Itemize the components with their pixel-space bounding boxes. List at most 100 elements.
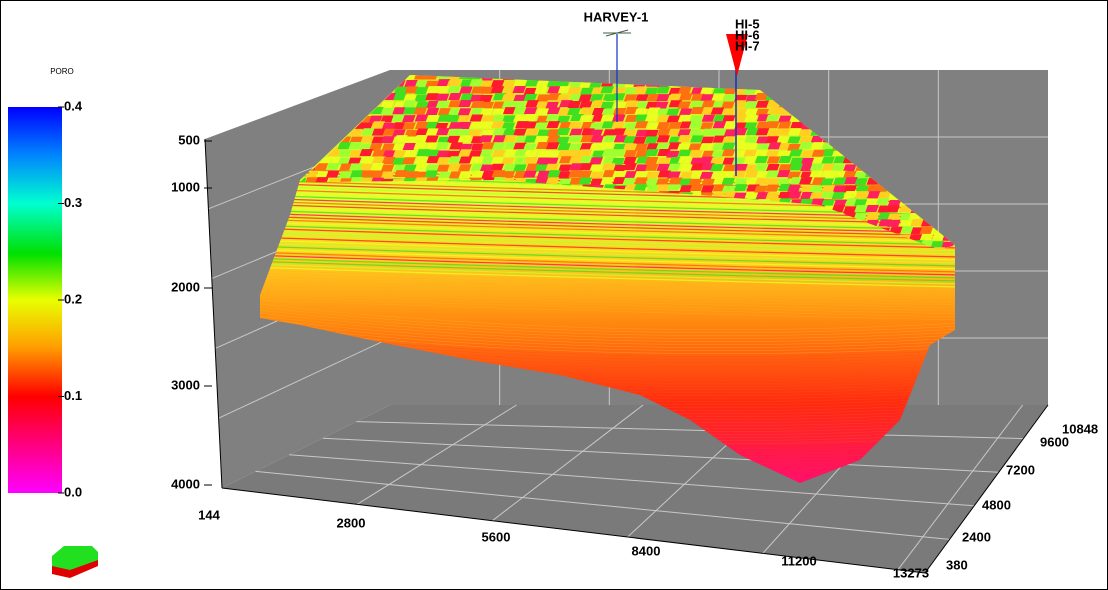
cell (481, 115, 496, 123)
cell (371, 149, 386, 157)
cell (404, 79, 418, 87)
cell (326, 163, 340, 171)
cell (756, 143, 770, 151)
cell (326, 156, 341, 164)
cell (491, 149, 506, 157)
cell (567, 107, 581, 115)
well-label: HI-5 (735, 16, 760, 31)
cell (569, 143, 583, 151)
cell (668, 163, 682, 171)
cell (745, 128, 760, 136)
cell (776, 178, 791, 186)
cell (721, 142, 736, 150)
cell (492, 128, 507, 136)
cell (722, 164, 737, 172)
cell (634, 121, 649, 129)
cell (688, 121, 703, 129)
cell (589, 129, 604, 137)
cell (523, 107, 538, 115)
cell (337, 149, 352, 157)
cell (776, 136, 790, 144)
stratum (260, 206, 955, 228)
cell (524, 157, 538, 165)
cell (402, 107, 417, 115)
cell (678, 93, 693, 101)
cell (799, 136, 813, 144)
cell (778, 164, 792, 172)
cell (679, 185, 693, 193)
cell (371, 128, 386, 136)
cell (656, 86, 670, 94)
cell (754, 149, 769, 157)
cell (646, 122, 661, 130)
cell (623, 163, 637, 171)
cell (523, 94, 538, 102)
cell (865, 212, 880, 220)
x-label: 11200 (781, 553, 816, 568)
cell (810, 142, 825, 150)
cell (467, 129, 482, 137)
cell (799, 177, 813, 185)
cell (690, 163, 705, 171)
cell (404, 86, 419, 94)
cell (677, 129, 692, 137)
cell (657, 128, 671, 136)
axis-line (924, 404, 1049, 574)
cell (536, 108, 550, 116)
stratum (260, 227, 955, 249)
cell (512, 107, 527, 115)
cell (404, 129, 419, 137)
cell (557, 86, 572, 94)
cell (833, 177, 847, 185)
cell (821, 163, 836, 171)
cell (578, 177, 593, 185)
axis-line (221, 487, 926, 574)
cell (481, 142, 495, 150)
cell (339, 163, 353, 171)
cell (656, 122, 671, 130)
cell (580, 135, 594, 143)
cell (534, 177, 549, 185)
cell (360, 170, 374, 178)
colorbar-label: 0.1 (64, 388, 82, 403)
cell (930, 241, 944, 249)
cell (600, 178, 614, 186)
cell (710, 150, 725, 158)
cell (535, 101, 550, 109)
cell (425, 108, 440, 116)
cell (425, 121, 439, 129)
cell (513, 114, 527, 122)
cell (394, 135, 408, 143)
y-label: 9600 (1040, 434, 1069, 449)
cell (721, 171, 735, 179)
stratum (260, 239, 955, 261)
cell (392, 157, 406, 165)
grid-line (322, 437, 999, 473)
cell (700, 122, 714, 130)
colorbar-label: 0.3 (64, 195, 82, 210)
cell (854, 205, 868, 213)
cell (743, 156, 758, 164)
cell (536, 170, 551, 178)
cell (435, 93, 450, 101)
cell (513, 79, 527, 87)
cell (766, 164, 780, 172)
cell (645, 171, 659, 179)
cell (919, 234, 934, 242)
cell (447, 86, 461, 94)
cell (446, 150, 461, 158)
cell (469, 79, 483, 87)
cell (568, 149, 582, 157)
stratum (260, 287, 955, 309)
cell (788, 128, 802, 136)
cell (393, 93, 407, 101)
cell (623, 157, 637, 165)
cell (515, 121, 529, 129)
cell (589, 178, 604, 186)
y-label: 10848 (1062, 421, 1098, 436)
cell (843, 185, 857, 193)
cell (490, 157, 505, 165)
stratum (260, 218, 955, 240)
cell (810, 136, 825, 144)
cell (578, 115, 593, 123)
